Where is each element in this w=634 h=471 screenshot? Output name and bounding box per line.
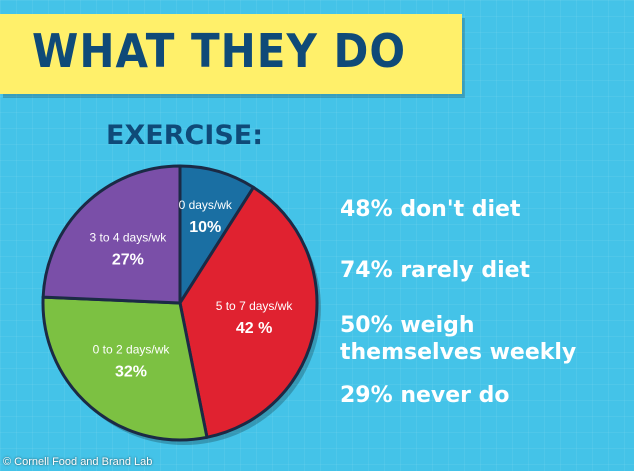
pie-slice-value-2: 32% (115, 363, 147, 380)
pie-slice-value-3: 27% (112, 252, 144, 269)
stat-weigh-weekly-line2: themselves weekly (340, 340, 577, 365)
pie-slice-2 (41, 295, 209, 442)
stat-never-weigh: 29% never do (340, 383, 510, 408)
title-banner: WHAT THEY DO (0, 14, 462, 94)
pie-slice-label-1: 5 to 7 days/wk (216, 299, 294, 313)
stat-dont-diet: 48% don't diet (340, 197, 521, 222)
stat-weigh-weekly-line1: 50% weigh (340, 313, 475, 338)
stat-rarely-diet: 74% rarely diet (340, 258, 531, 283)
pie-slice-label-0: 0 days/wk (179, 198, 233, 212)
source-credit: © Cornell Food and Brand Lab (3, 456, 153, 468)
pie-slice-value-0: 10% (189, 219, 221, 236)
pie-slice-value-1: 42 % (236, 320, 272, 337)
pie-slice-label-2: 0 to 2 days/wk (93, 342, 171, 356)
chart-title: EXERCISE: (106, 120, 264, 151)
pie-slice-3 (41, 164, 182, 305)
pie-slice-1 (178, 185, 319, 439)
page-title: WHAT THEY DO (32, 24, 407, 78)
pie-slice-label-3: 3 to 4 days/wk (90, 231, 168, 245)
